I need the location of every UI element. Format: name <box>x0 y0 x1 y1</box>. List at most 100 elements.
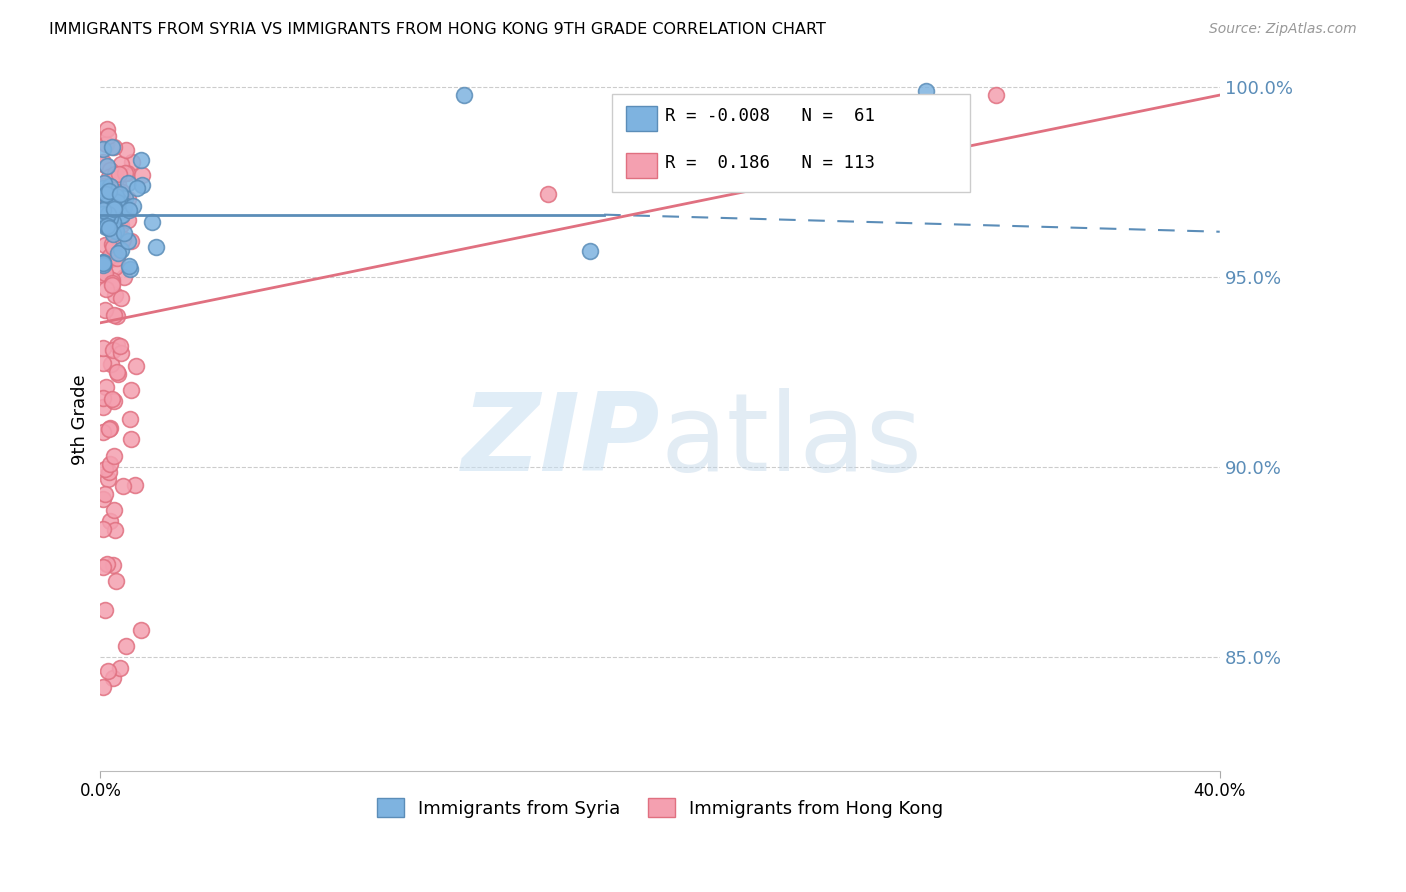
Point <box>98 216 121 230</box>
Point <box>100 277 122 292</box>
Point <box>98 204 121 219</box>
Text: R = -0.008   N =  61: R = -0.008 N = 61 <box>665 107 875 125</box>
Point <box>98 249 121 263</box>
Point <box>97 466 120 480</box>
Point <box>94 603 117 617</box>
Point <box>108 213 131 227</box>
Point <box>94 238 117 252</box>
Point <box>98 421 121 435</box>
Point <box>108 186 131 201</box>
Point <box>98 162 121 177</box>
Point <box>104 574 127 589</box>
Point <box>93 198 115 212</box>
Point <box>131 168 153 182</box>
Point <box>115 639 138 653</box>
Point <box>93 302 115 317</box>
Point <box>110 244 132 258</box>
Point <box>100 392 122 406</box>
Point <box>101 272 124 286</box>
Point <box>110 187 132 202</box>
Point <box>111 208 134 222</box>
Point <box>112 270 135 285</box>
Point <box>103 202 125 216</box>
Point <box>112 200 135 214</box>
Point <box>110 157 132 171</box>
Point <box>108 661 131 675</box>
Point <box>93 212 115 227</box>
Point <box>103 200 125 214</box>
Point <box>129 153 152 167</box>
Point <box>100 357 122 371</box>
Point <box>125 181 148 195</box>
Point <box>108 338 131 352</box>
Point <box>91 209 114 223</box>
Point <box>129 624 152 638</box>
Point <box>103 671 125 685</box>
Point <box>93 142 115 156</box>
Point <box>103 225 125 239</box>
Point <box>112 226 135 240</box>
Point <box>100 457 122 471</box>
Point <box>915 84 938 98</box>
Point <box>104 189 127 203</box>
Point <box>96 211 118 226</box>
Point <box>121 154 143 169</box>
Point <box>101 140 124 154</box>
Point <box>117 234 139 248</box>
Point <box>107 245 129 260</box>
Point <box>579 244 602 258</box>
Point <box>103 394 125 409</box>
Point <box>100 277 122 291</box>
Point <box>98 169 121 184</box>
Point <box>91 190 114 204</box>
Point <box>105 195 128 210</box>
Point <box>100 252 122 266</box>
Point <box>108 209 131 223</box>
Point <box>96 121 118 136</box>
Point <box>125 359 148 373</box>
Point <box>98 179 121 194</box>
Point <box>91 207 114 221</box>
Point <box>91 256 114 270</box>
Point <box>91 681 114 695</box>
Point <box>93 266 115 280</box>
Point <box>97 221 120 235</box>
Point <box>93 207 115 221</box>
Text: Source: ZipAtlas.com: Source: ZipAtlas.com <box>1209 22 1357 37</box>
Point <box>91 341 114 355</box>
Point <box>108 194 131 208</box>
Legend: Immigrants from Syria, Immigrants from Hong Kong: Immigrants from Syria, Immigrants from H… <box>370 791 950 825</box>
Point <box>91 210 114 224</box>
Point <box>97 472 120 486</box>
Point <box>91 522 114 536</box>
Point <box>97 664 120 678</box>
Point <box>105 365 128 379</box>
Point <box>93 177 115 191</box>
Point <box>97 184 120 198</box>
Point <box>91 492 114 507</box>
Point <box>120 432 142 446</box>
Point <box>115 144 138 158</box>
Point <box>91 181 114 195</box>
Point <box>124 477 146 491</box>
Point <box>96 380 118 394</box>
Point <box>96 557 118 571</box>
Point <box>91 211 114 226</box>
Point <box>94 461 117 475</box>
Point <box>103 308 125 322</box>
Point <box>112 194 135 208</box>
Point <box>110 345 132 359</box>
Point <box>107 177 129 191</box>
Point <box>118 259 141 273</box>
Point <box>94 219 117 234</box>
Text: IMMIGRANTS FROM SYRIA VS IMMIGRANTS FROM HONG KONG 9TH GRADE CORRELATION CHART: IMMIGRANTS FROM SYRIA VS IMMIGRANTS FROM… <box>49 22 827 37</box>
Point <box>91 258 114 272</box>
Point <box>107 367 129 381</box>
Point <box>91 179 114 194</box>
Point <box>101 227 124 241</box>
Text: ZIP: ZIP <box>461 388 659 493</box>
Point <box>100 514 122 528</box>
Point <box>114 166 136 180</box>
Point <box>110 219 132 233</box>
Point <box>115 165 138 179</box>
